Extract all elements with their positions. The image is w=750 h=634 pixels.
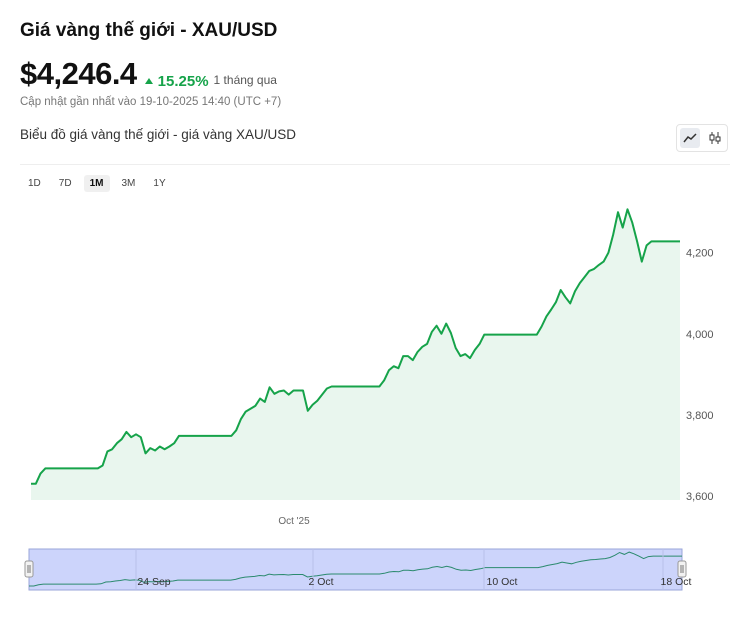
price-change-percent: 15.25%	[157, 72, 209, 90]
change-period: 1 tháng qua	[213, 73, 277, 87]
line-chart-button[interactable]	[679, 128, 700, 148]
navigator-handle-left[interactable]	[24, 560, 34, 578]
range-button-1d[interactable]: 1D	[28, 178, 41, 189]
candlestick-icon	[709, 132, 720, 144]
range-selector: 1D 7D 1M 3M 1Y	[22, 175, 172, 192]
price-area	[31, 209, 680, 501]
navigator-label: 24 Sep	[137, 576, 170, 588]
y-axis: 3,600 3,800 4,000 4,200	[686, 248, 714, 503]
navigator[interactable]: 24 Sep 2 Oct 10 Oct 18 Oct	[24, 548, 692, 591]
navigator-label: 10 Oct	[487, 576, 518, 588]
y-tick-label: 4,000	[686, 329, 714, 341]
section-divider	[20, 164, 730, 165]
line-chart-icon	[682, 133, 697, 143]
x-axis: Oct '25	[278, 516, 310, 527]
range-button-3m[interactable]: 3M	[121, 178, 136, 189]
y-tick-label: 3,800	[686, 410, 714, 422]
candlestick-button[interactable]	[705, 128, 725, 148]
price-row: $4,246.4 15.25% 1 tháng qua	[20, 56, 277, 92]
navigator-line	[29, 551, 682, 587]
chart-type-toggle	[676, 124, 728, 152]
main-plot	[31, 208, 680, 501]
price-change: 15.25%	[144, 72, 209, 90]
navigator-window	[28, 548, 683, 591]
page-title: Giá vàng thế giới - XAU/USD	[20, 20, 278, 41]
price-line	[31, 208, 680, 485]
navigator-handle-right[interactable]	[677, 560, 687, 578]
navigator-label: 18 Oct	[661, 576, 692, 588]
x-tick-label: Oct '25	[278, 516, 310, 527]
y-tick-label: 3,600	[686, 491, 714, 503]
range-button-1m[interactable]: 1M	[83, 175, 110, 192]
range-button-7d[interactable]: 7D	[58, 178, 72, 189]
triangle-up-icon	[144, 78, 153, 84]
navigator-label: 2 Oct	[308, 576, 333, 588]
current-price: $4,246.4	[20, 56, 137, 91]
range-button-1y[interactable]: 1Y	[153, 178, 166, 189]
last-updated: Cập nhật gần nhất vào 19-10-2025 14:40 (…	[20, 96, 282, 108]
y-tick-label: 4,200	[686, 248, 714, 260]
chart-section-title: Biểu đồ giá vàng thế giới - giá vàng XAU…	[20, 127, 297, 142]
